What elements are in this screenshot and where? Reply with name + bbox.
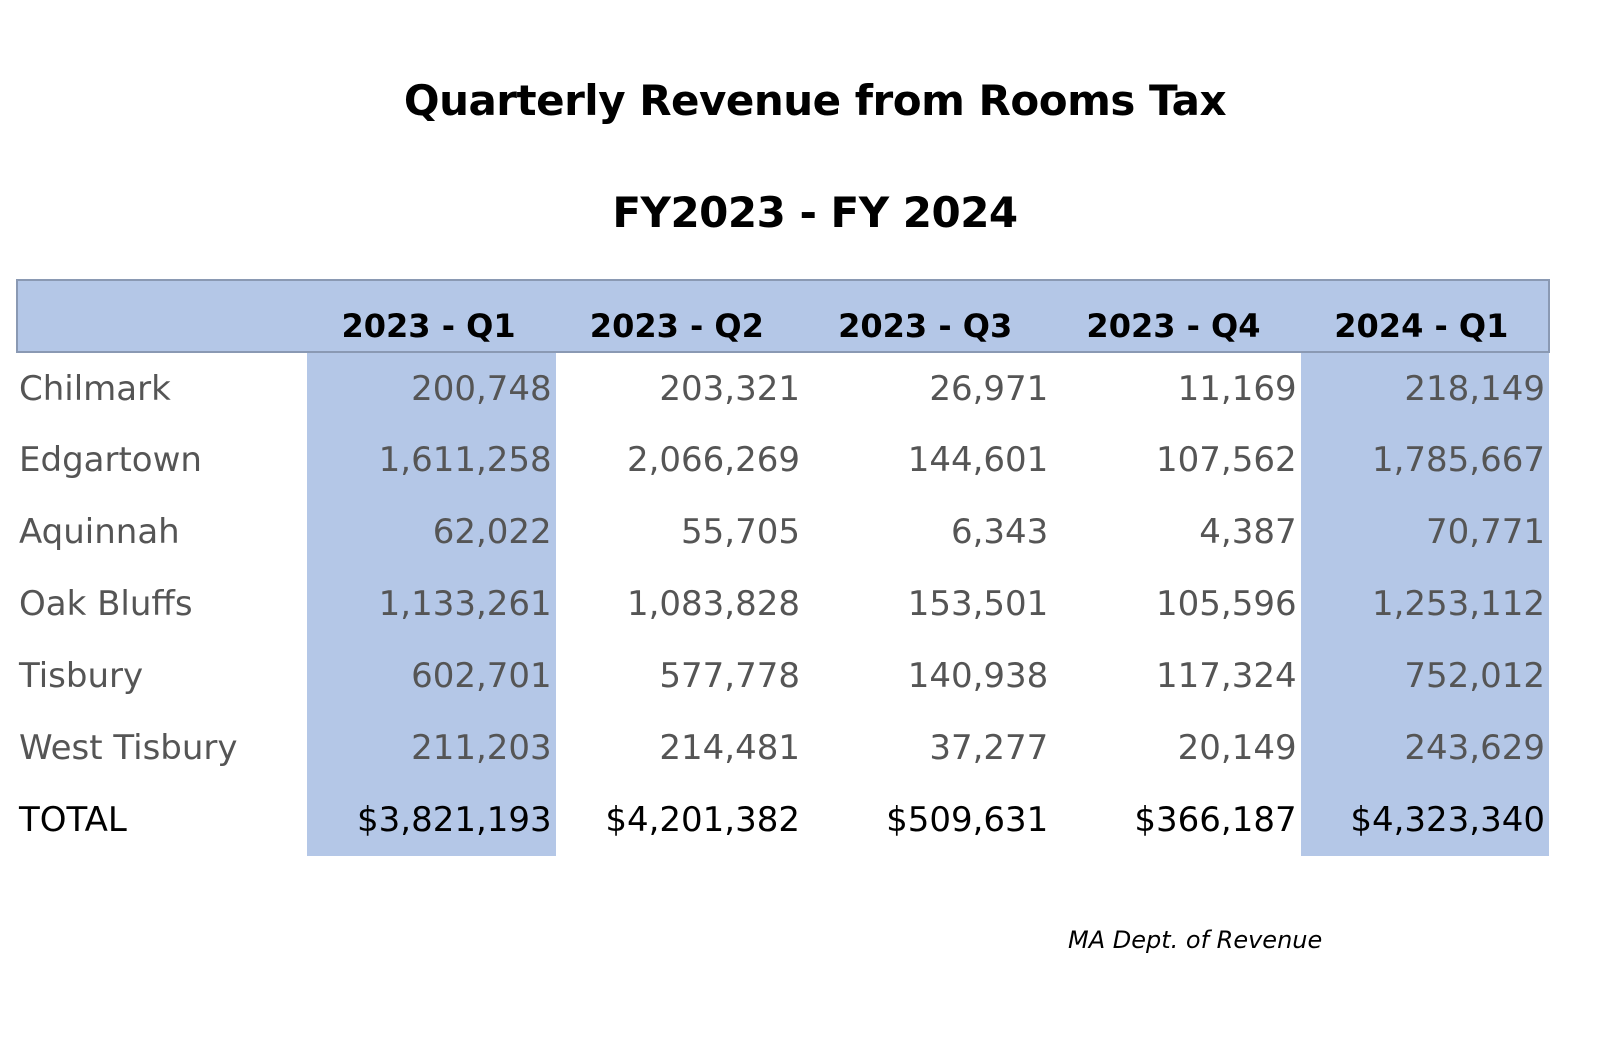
- column-header: 2023 - Q2: [555, 279, 804, 353]
- town-label: West Tisbury: [19, 728, 238, 768]
- revenue-cell: 20,149: [1177, 728, 1297, 768]
- revenue-cell: 1,083,828: [626, 584, 800, 624]
- chart-title: Quarterly Revenue from Rooms Tax: [403, 76, 1227, 125]
- chart-subtitle: FY2023 - FY 2024: [612, 188, 1018, 237]
- revenue-cell: 214,481: [659, 728, 800, 768]
- revenue-cell: 1,133,261: [307, 568, 556, 640]
- total-cell: $4,201,382: [605, 800, 800, 840]
- revenue-cell: 1,253,112: [1300, 568, 1549, 640]
- table-row: Aquinnah 62,022 55,705 6,343 4,387 70,77…: [17, 496, 1549, 568]
- town-label: Tisbury: [19, 656, 144, 696]
- revenue-cell: 26,971: [929, 368, 1049, 409]
- total-row: TOTAL $3,821,193 $4,201,382 $509,631 $36…: [17, 784, 1549, 856]
- total-cell: $4,323,340: [1300, 784, 1549, 856]
- revenue-cell: 107,562: [1156, 440, 1297, 480]
- total-cell: $366,187: [1134, 800, 1297, 840]
- total-cell: $3,821,193: [307, 784, 556, 856]
- revenue-cell: 105,596: [1156, 584, 1297, 624]
- revenue-cell: 140,938: [907, 656, 1049, 696]
- revenue-cell: 577,778: [659, 656, 800, 696]
- revenue-cell: 144,601: [907, 440, 1049, 480]
- revenue-table: 2023 - Q1 2023 - Q2 2023 - Q3 2023 - Q4 …: [15, 279, 1551, 856]
- town-label: Chilmark: [19, 368, 171, 409]
- total-cell: $509,631: [886, 800, 1049, 840]
- revenue-cell: 1,785,667: [1300, 424, 1549, 496]
- table-row: Tisbury 602,701 577,778 140,938 117,324 …: [17, 640, 1549, 712]
- revenue-cell: 55,705: [681, 512, 800, 552]
- revenue-cell: 203,321: [659, 368, 800, 409]
- column-header: 2023 - Q3: [804, 279, 1053, 353]
- revenue-cell: 11,169: [1177, 368, 1297, 409]
- table-row: West Tisbury 211,203 214,481 37,277 20,1…: [17, 712, 1549, 784]
- town-label: Edgartown: [19, 440, 202, 480]
- revenue-cell: 70,771: [1300, 496, 1549, 568]
- header-row: 2023 - Q1 2023 - Q2 2023 - Q3 2023 - Q4 …: [15, 279, 1551, 353]
- revenue-cell: 752,012: [1300, 640, 1549, 712]
- town-label: Oak Bluffs: [19, 584, 193, 624]
- revenue-cell: 117,324: [1156, 656, 1297, 696]
- revenue-cell: 1,611,258: [307, 424, 556, 496]
- total-label: TOTAL: [19, 800, 127, 840]
- revenue-cell: 211,203: [307, 712, 556, 784]
- revenue-cell: 6,343: [950, 512, 1049, 552]
- revenue-cell: 243,629: [1300, 712, 1549, 784]
- column-header: 2023 - Q4: [1052, 279, 1301, 353]
- revenue-cell: 37,277: [929, 728, 1049, 768]
- revenue-cell: 62,022: [307, 496, 556, 568]
- revenue-cell: 153,501: [907, 584, 1049, 624]
- table-row: Edgartown 1,611,258 2,066,269 144,601 10…: [17, 424, 1549, 496]
- revenue-cell: 602,701: [307, 640, 556, 712]
- table-row: Chilmark 200,748 203,321 26,971 11,169 2…: [17, 352, 1549, 424]
- town-label: Aquinnah: [19, 512, 180, 552]
- column-header: 2023 - Q1: [307, 279, 556, 353]
- column-header: 2024 - Q1: [1300, 279, 1551, 353]
- header-town-cell: [15, 279, 308, 353]
- table-row: Oak Bluffs 1,133,261 1,083,828 153,501 1…: [17, 568, 1549, 640]
- source-note: MA Dept. of Revenue: [1068, 926, 1323, 954]
- revenue-cell: 200,748: [307, 352, 556, 424]
- revenue-cell: 218,149: [1300, 352, 1549, 424]
- revenue-cell: 4,387: [1199, 512, 1297, 552]
- revenue-cell: 2,066,269: [626, 440, 800, 480]
- revenue-table-container: 2023 - Q1 2023 - Q2 2023 - Q3 2023 - Q4 …: [15, 279, 1551, 856]
